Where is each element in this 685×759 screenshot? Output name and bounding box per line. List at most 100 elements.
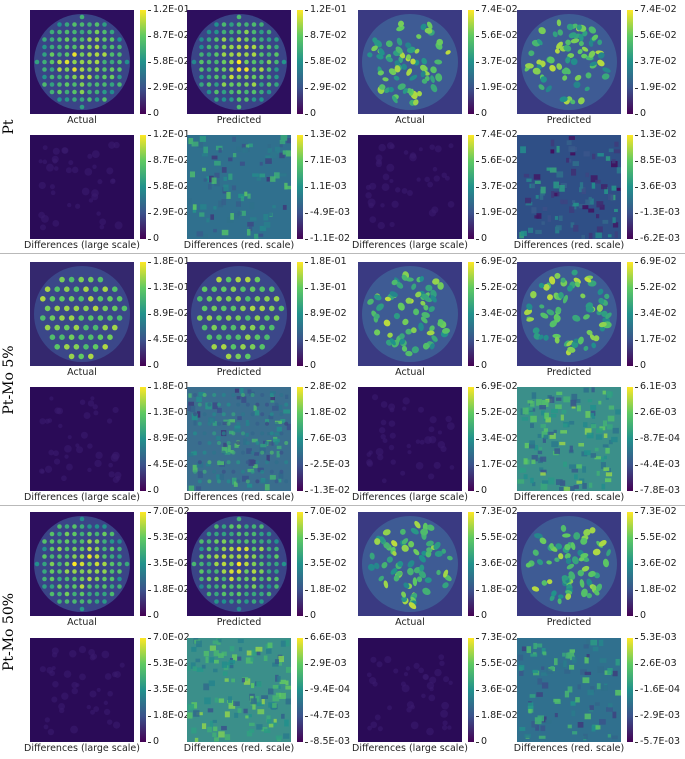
colorbar	[140, 135, 146, 239]
colorbar	[140, 10, 146, 114]
colorbar-tick-label: 1.8E-02	[481, 710, 518, 721]
colorbar-tick-label: 6.9E-02	[640, 256, 677, 267]
colorbar-tick-label: 7.4E-02	[481, 129, 518, 140]
colorbar-tick-label: 5.8E-02	[153, 56, 190, 67]
heatmap-image	[30, 387, 134, 491]
colorbar-tick-label: 7.0E-02	[153, 632, 190, 643]
colorbar-tick-label: 5.6E-02	[481, 155, 518, 166]
colorbar-tick	[635, 564, 638, 565]
colorbar-tick-label: 3.7E-02	[640, 56, 677, 67]
colorbar-tick	[476, 114, 479, 115]
colorbar-tick-label: 0	[481, 233, 488, 244]
colorbar-tick	[305, 538, 308, 539]
colorbar-tick	[635, 114, 638, 115]
colorbar-tick	[305, 161, 308, 162]
colorbar-tick	[635, 213, 638, 214]
heatmap-image	[187, 262, 291, 366]
colorbar	[627, 512, 633, 616]
colorbar-tick	[305, 114, 308, 115]
colorbar-tick	[148, 36, 151, 37]
colorbar-tick	[635, 387, 638, 388]
colorbar-tick-label: 8.7E-02	[153, 155, 190, 166]
colorbar-tick-label: -4.4E-03	[640, 459, 681, 470]
colorbar-tick-label: 1.7E-02	[481, 334, 518, 345]
colorbar-tick	[305, 413, 308, 414]
colorbar-tick-label: 6.9E-02	[481, 256, 518, 267]
colorbar-tick-label: 7.4E-02	[481, 4, 518, 15]
colorbar-tick	[635, 88, 638, 89]
colorbar	[140, 638, 146, 742]
colorbar-tick	[476, 262, 479, 263]
panel-caption: Differences (large scale)	[352, 240, 468, 251]
colorbar-tick-label: 2.9E-02	[153, 207, 190, 218]
colorbar-tick-label: 5.5E-02	[481, 532, 518, 543]
colorbar-tick	[148, 288, 151, 289]
colorbar-tick-label: -2.9E-03	[640, 710, 681, 721]
colorbar-tick-label: 7.6E-03	[310, 433, 347, 444]
panel-caption: Actual	[395, 367, 425, 378]
colorbar-tick	[476, 88, 479, 89]
colorbar-tick-label: 5.6E-02	[640, 30, 677, 41]
colorbar-tick-label: 6.6E-03	[310, 632, 347, 643]
row-label-pt-mo-50: Pt-Mo 50%	[1, 592, 17, 672]
panel-caption: Predicted	[216, 367, 262, 378]
colorbar-tick	[635, 62, 638, 63]
colorbar-tick-label: 2.6E-03	[640, 407, 677, 418]
colorbar-tick	[305, 512, 308, 513]
colorbar-tick-label: 0	[153, 610, 160, 621]
colorbar-tick	[305, 36, 308, 37]
colorbar-tick	[476, 387, 479, 388]
heatmap-image	[517, 512, 621, 616]
colorbar-tick-label: 0	[640, 360, 647, 371]
colorbar-tick-label: 7.3E-02	[481, 506, 518, 517]
colorbar-tick-label: 7.4E-02	[640, 4, 677, 15]
colorbar-tick	[305, 187, 308, 188]
colorbar-tick	[305, 366, 308, 367]
colorbar-tick-label: 8.9E-02	[153, 308, 190, 319]
colorbar-tick-label: 3.4E-02	[640, 308, 677, 319]
colorbar-tick	[148, 114, 151, 115]
panel-caption: Differences (red. scale)	[183, 240, 295, 251]
colorbar-tick-label: 6.1E-03	[640, 381, 677, 392]
row-separator	[0, 253, 685, 254]
colorbar-tick	[476, 716, 479, 717]
colorbar-tick-label: 0	[481, 485, 488, 496]
colorbar-tick-label: 7.0E-02	[153, 506, 190, 517]
colorbar-tick-label: 7.3E-02	[640, 506, 677, 517]
colorbar-tick-label: -1.3E-03	[640, 207, 681, 218]
colorbar-tick	[148, 161, 151, 162]
heatmap-image	[30, 512, 134, 616]
colorbar-tick	[476, 36, 479, 37]
colorbar-tick	[476, 512, 479, 513]
colorbar-tick	[635, 538, 638, 539]
colorbar-tick	[635, 439, 638, 440]
colorbar-tick-label: 1.8E-02	[481, 584, 518, 595]
colorbar-tick-label: -8.7E-04	[640, 433, 681, 444]
panel-caption: Predicted	[216, 115, 262, 126]
colorbar-tick	[635, 590, 638, 591]
colorbar-tick-label: 5.5E-02	[640, 532, 677, 543]
panel-caption: Differences (red. scale)	[183, 492, 295, 503]
colorbar-tick	[148, 512, 151, 513]
colorbar-tick-label: 0	[640, 610, 647, 621]
colorbar-tick-label: -4.9E-03	[310, 207, 351, 218]
colorbar-tick-label: 0	[153, 233, 160, 244]
colorbar-tick	[635, 616, 638, 617]
colorbar-tick	[305, 638, 308, 639]
colorbar	[468, 638, 474, 742]
colorbar	[627, 135, 633, 239]
colorbar-tick-label: 7.0E-02	[310, 506, 347, 517]
colorbar-tick-label: -1.3E-02	[310, 485, 351, 496]
colorbar-tick-label: 8.9E-02	[310, 308, 347, 319]
colorbar-tick	[476, 187, 479, 188]
colorbar-tick-label: 1.8E-02	[310, 407, 347, 418]
colorbar-tick-label: 5.3E-03	[640, 632, 677, 643]
colorbar-tick	[148, 314, 151, 315]
heatmap-image	[187, 10, 291, 114]
colorbar-tick-label: 5.8E-02	[153, 181, 190, 192]
colorbar-tick	[305, 439, 308, 440]
colorbar-tick-label: 2.9E-03	[310, 658, 347, 669]
colorbar-tick	[148, 88, 151, 89]
heatmap-image	[358, 387, 462, 491]
